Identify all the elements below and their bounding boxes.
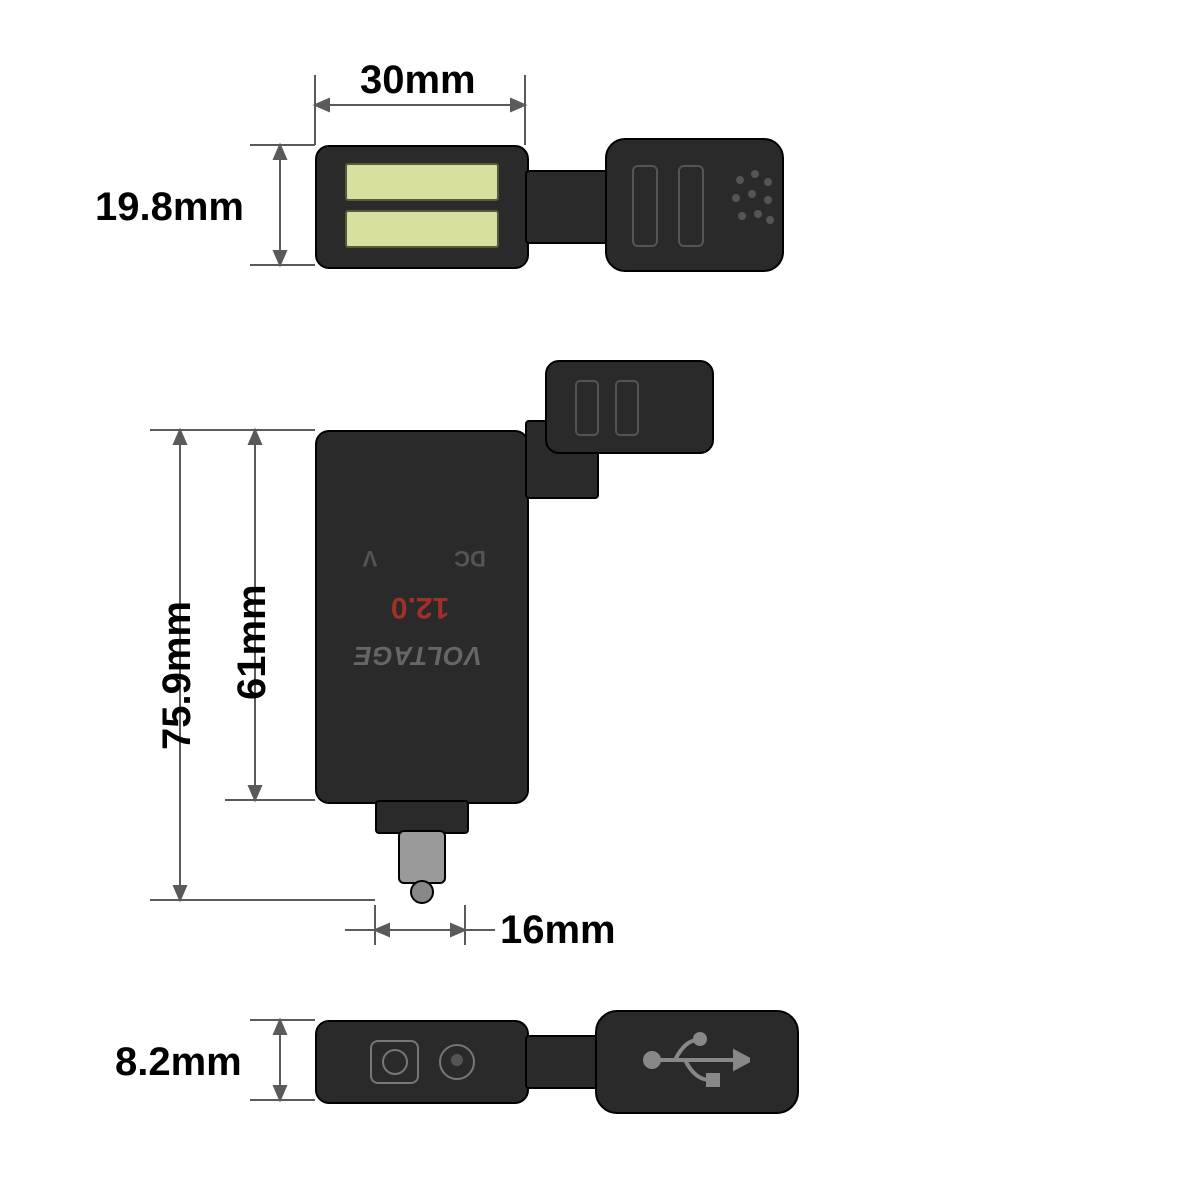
usb-port-upper <box>345 163 499 201</box>
mid-plug-barrel <box>398 830 446 884</box>
mid-cap-slot-2 <box>615 380 639 436</box>
bottom-jack <box>439 1044 475 1080</box>
product-dc-right: DC <box>450 545 490 571</box>
bottom-cap-tab <box>525 1035 599 1089</box>
product-reading-value: 12.0 <box>380 590 460 624</box>
dim-width-top: 30mm <box>360 58 476 103</box>
dim-height-bottom: 8.2mm <box>115 1040 242 1085</box>
bottom-switch <box>370 1040 419 1084</box>
mid-plug-base <box>375 800 469 834</box>
top-cap-tab <box>525 170 609 244</box>
top-cap-slot-2 <box>678 165 704 247</box>
dim-plug-mid: 16mm <box>500 908 616 953</box>
product-dc-left: V <box>350 545 390 571</box>
usb-port-lower <box>345 210 499 248</box>
dim-height-top: 19.8mm <box>95 185 244 230</box>
dim-height-mid-inner: 61mm <box>230 584 275 700</box>
technical-drawing-canvas: 30mm 19.8mm 75.9mm 61mm 16mm 8.2mm VOLTA… <box>0 0 1190 1190</box>
dim-height-mid-outer: 75.9mm <box>155 601 200 750</box>
top-cap-hinge-dots <box>720 160 790 250</box>
product-voltage-label: VOLTAGE <box>358 640 482 671</box>
usb-icon <box>640 1030 750 1090</box>
bottom-view-body <box>315 1020 529 1104</box>
mid-plug-tip <box>410 880 434 904</box>
top-cap-slot-1 <box>632 165 658 247</box>
mid-cap-slot-1 <box>575 380 599 436</box>
